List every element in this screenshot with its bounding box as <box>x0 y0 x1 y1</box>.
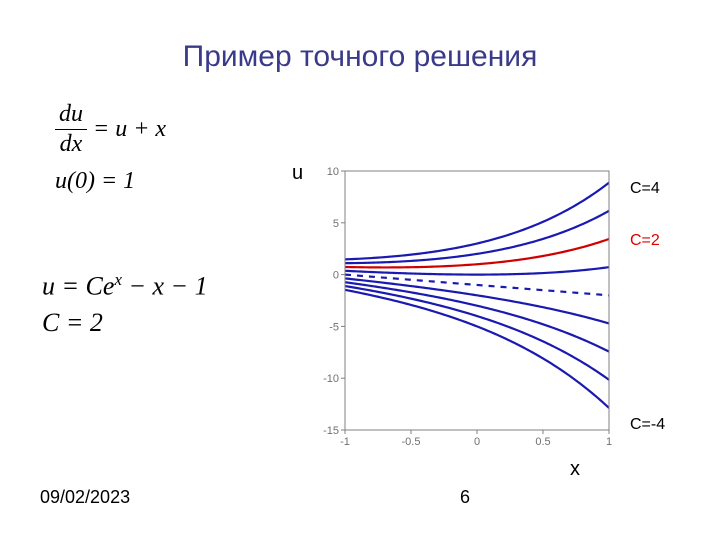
equation-solution: u = Cex − x − 1 C = 2 <box>42 268 208 341</box>
initial-condition: u(0) = 1 <box>55 167 166 196</box>
slide-title: Пример точного решения <box>0 40 720 74</box>
svg-text:-5: -5 <box>329 321 339 333</box>
sol-prefix: u = Ce <box>42 272 114 301</box>
solution-chart: -1 -0.5 0 0.5 1 -15 -10 -5 0 5 10 <box>315 165 615 450</box>
equation-ode: du dx = u + x u(0) = 1 <box>55 100 166 195</box>
axis-label-x: x <box>570 458 580 481</box>
sol-c-value: C = 2 <box>42 305 208 341</box>
svg-text:0.5: 0.5 <box>535 436 550 448</box>
sol-tail: − x − 1 <box>122 272 208 301</box>
frac-den: dx <box>55 130 87 159</box>
footer-date: 09/02/2023 <box>40 487 130 508</box>
svg-text:0: 0 <box>333 270 339 282</box>
svg-text:1: 1 <box>606 436 612 448</box>
legend-c4: C=4 <box>630 180 660 198</box>
axis-label-u: u <box>292 162 303 185</box>
svg-text:-15: -15 <box>323 425 339 437</box>
svg-text:10: 10 <box>327 166 339 178</box>
ode-rhs: = u + x <box>87 116 166 142</box>
svg-text:-0.5: -0.5 <box>402 436 421 448</box>
svg-text:-10: -10 <box>323 373 339 385</box>
svg-text:-1: -1 <box>340 436 350 448</box>
footer-page: 6 <box>460 487 470 508</box>
legend-c2: C=2 <box>630 232 660 250</box>
frac-num: du <box>55 100 87 130</box>
svg-text:0: 0 <box>474 436 480 448</box>
svg-text:5: 5 <box>333 218 339 230</box>
legend-cneg4: C=-4 <box>630 416 665 434</box>
sol-exp: x <box>114 270 122 289</box>
